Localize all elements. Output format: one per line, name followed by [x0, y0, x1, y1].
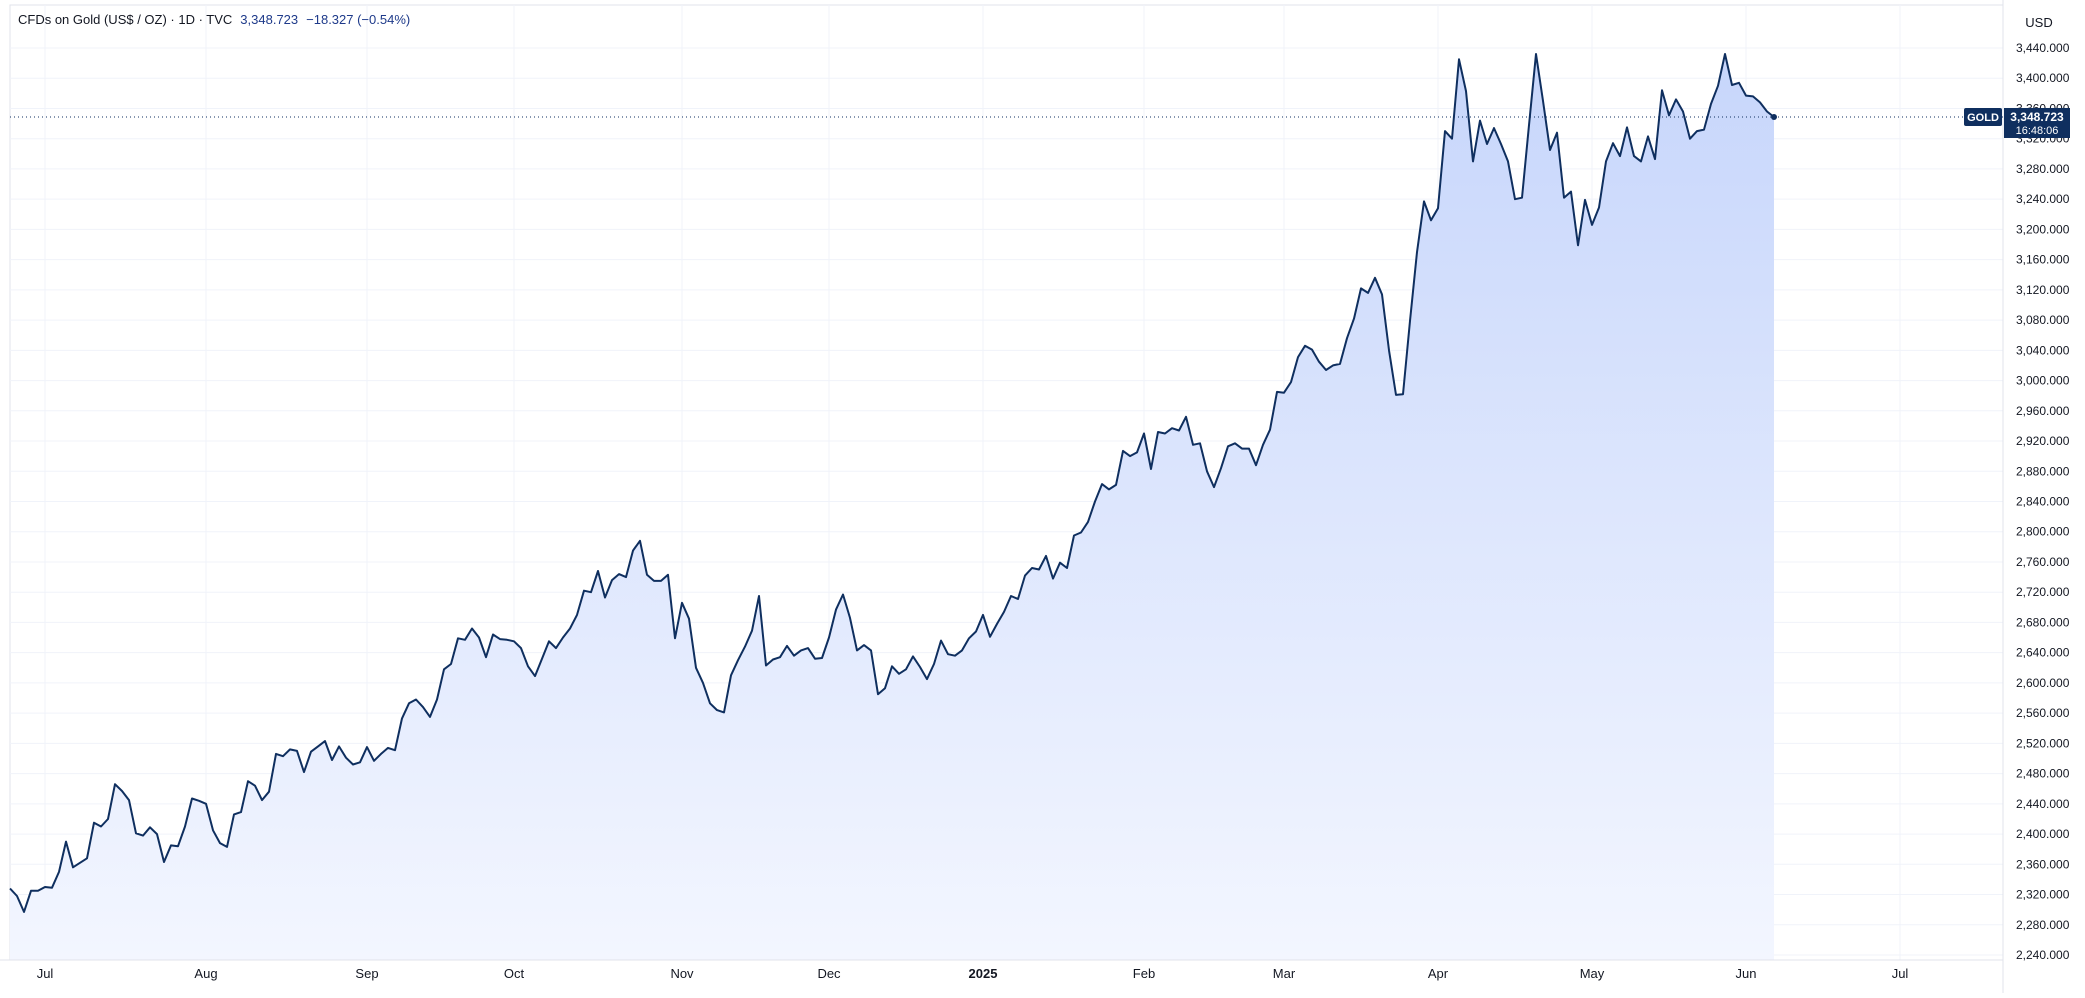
symbol-tag — [1964, 107, 2002, 126]
x-tick-label: Nov — [670, 966, 694, 981]
y-tick-label: 2,400.000 — [2016, 827, 2070, 841]
y-tick-label: 3,440.000 — [2016, 41, 2070, 55]
y-tick-label: 3,200.000 — [2016, 222, 2070, 236]
x-tick-label: Aug — [194, 966, 217, 981]
y-tick-label: 2,520.000 — [2016, 736, 2070, 750]
chart-legend: CFDs on Gold (US$ / OZ) · 1D · TVC 3,348… — [18, 12, 410, 27]
legend-price: 3,348.723 — [240, 12, 299, 27]
y-tick-label: 2,800.000 — [2016, 525, 2070, 539]
y-tick-label: 2,720.000 — [2016, 585, 2070, 599]
y-tick-label: 3,160.000 — [2016, 253, 2070, 267]
x-tick-label: Apr — [1428, 966, 1449, 981]
y-tick-label: 2,440.000 — [2016, 797, 2070, 811]
last-price-text: 3,348.723 — [2010, 110, 2064, 124]
x-tick-label: Sep — [355, 966, 378, 981]
x-tick-label: Dec — [817, 966, 841, 981]
legend-change: −18.327 (−0.54%) — [306, 12, 411, 27]
x-tick-label: Feb — [1133, 966, 1155, 981]
x-tick-label: 2025 — [969, 966, 998, 981]
y-tick-label: 3,000.000 — [2016, 374, 2070, 388]
y-tick-label: 2,240.000 — [2016, 948, 2070, 962]
x-tick-label: Jun — [1736, 966, 1757, 981]
y-tick-label: 2,280.000 — [2016, 918, 2070, 932]
x-tick-label: Jul — [1892, 966, 1909, 981]
y-tick-label: 3,120.000 — [2016, 283, 2070, 297]
price-series-line — [9, 53, 1775, 913]
y-tick-label: 2,920.000 — [2016, 434, 2070, 448]
x-tick-label: Jul — [37, 966, 54, 981]
y-tick-label: 2,320.000 — [2016, 888, 2070, 902]
currency-button[interactable]: USD — [2025, 14, 2053, 30]
y-tick-label: 2,840.000 — [2016, 495, 2070, 509]
last-price-label — [2004, 107, 2070, 138]
y-tick-label: 3,240.000 — [2016, 192, 2070, 206]
symbol-title: CFDs on Gold (US$ / OZ) · 1D · TVC — [18, 12, 233, 27]
y-tick-label: 3,040.000 — [2016, 343, 2070, 357]
x-tick-label: Mar — [1273, 966, 1296, 981]
countdown-text: 16:48:06 — [2016, 125, 2059, 137]
y-tick-label: 2,960.000 — [2016, 404, 2070, 418]
y-tick-label: 2,760.000 — [2016, 555, 2070, 569]
y-tick-label: 2,480.000 — [2016, 767, 2070, 781]
price-area-fill — [10, 54, 1774, 960]
y-tick-label: 3,080.000 — [2016, 313, 2070, 327]
last-price-point — [1771, 113, 1777, 120]
y-tick-label: 2,360.000 — [2016, 857, 2070, 871]
y-tick-label: 2,680.000 — [2016, 615, 2070, 629]
x-tick-label: May — [1580, 966, 1605, 981]
y-tick-label: 2,640.000 — [2016, 646, 2070, 660]
y-tick-label: 3,280.000 — [2016, 162, 2070, 176]
y-tick-label: 2,880.000 — [2016, 464, 2070, 478]
area-layer — [9, 53, 1775, 960]
y-tick-label: 3,400.000 — [2016, 71, 2070, 85]
x-tick-label: Oct — [504, 966, 525, 981]
y-tick-label: 2,560.000 — [2016, 706, 2070, 720]
y-tick-label: 2,600.000 — [2016, 676, 2070, 690]
symbol-tag-label: GOLD — [1967, 112, 1999, 124]
